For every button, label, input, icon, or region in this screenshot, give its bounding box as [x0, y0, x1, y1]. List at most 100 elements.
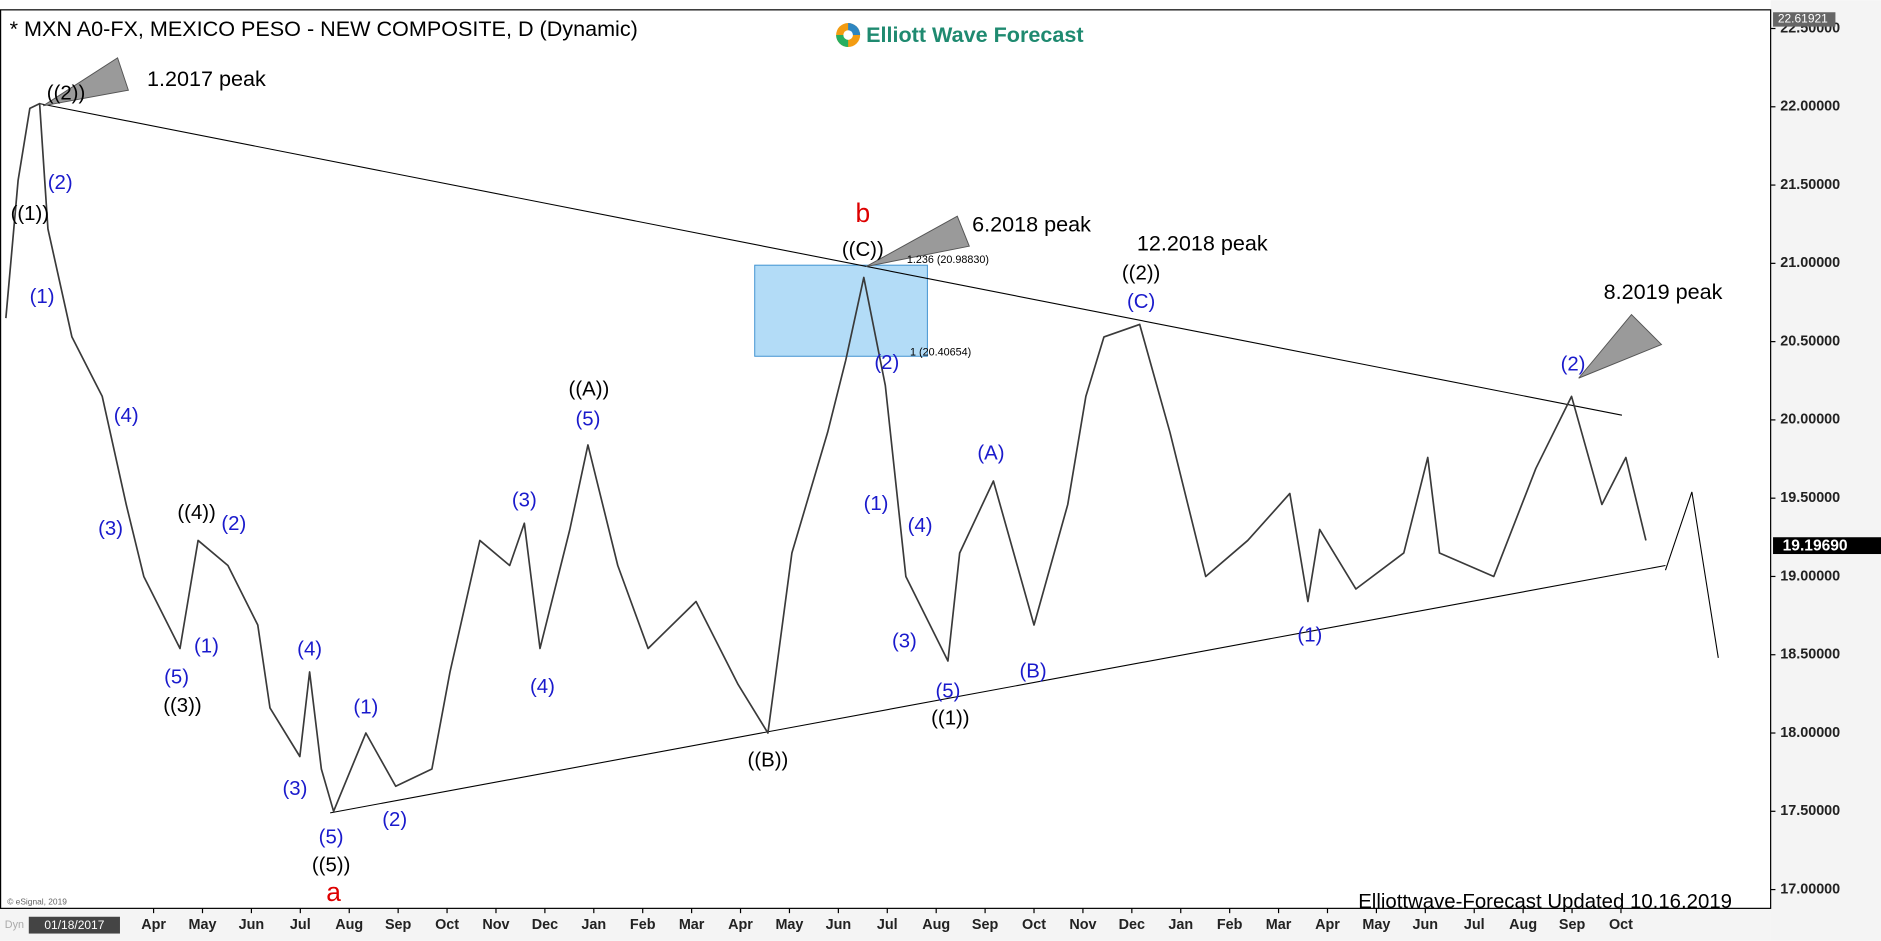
- wave-label: (4): [908, 515, 933, 537]
- wave-label: 12.2018 peak: [1137, 230, 1268, 255]
- y-tick-label: 22.00000: [1780, 99, 1840, 115]
- wave-label: a: [326, 877, 341, 907]
- wave-label: (3): [282, 778, 307, 800]
- wave-label: (2): [48, 172, 73, 194]
- wave-label: (5): [935, 681, 960, 703]
- wave-label: (1): [353, 696, 378, 718]
- x-tick-label: Nov: [482, 917, 509, 933]
- x-tick-label: May: [1362, 917, 1390, 933]
- wave-label: ((2)): [47, 83, 85, 105]
- x-tick-label: Jun: [239, 917, 265, 933]
- wave-label: (1): [864, 493, 889, 515]
- last-price-box: [1773, 537, 1881, 555]
- x-tick-label: Jul: [290, 917, 311, 933]
- x-tick-label: Aug: [922, 917, 950, 933]
- wave-label: 6.2018 peak: [972, 211, 1091, 236]
- wave-label: (2): [221, 513, 246, 535]
- wave-label: ((B)): [748, 750, 789, 772]
- cursor-date-box: [28, 916, 120, 934]
- wave-label: (1): [1297, 624, 1322, 646]
- peak-pointer: [42, 57, 129, 107]
- x-tick-label: Jun: [826, 917, 852, 933]
- wave-label: 1 (20.40654): [910, 346, 971, 358]
- cursor-date: 01/18/2017: [44, 918, 104, 932]
- wave-label: ((1)): [11, 203, 49, 225]
- top-price-box: [1773, 12, 1836, 27]
- last-price-label: 19.19690: [1783, 537, 1848, 554]
- credit: © eSignal, 2019: [7, 897, 67, 907]
- wave-label: ((2)): [1122, 263, 1160, 285]
- time-axis-panel: [0, 908, 1771, 941]
- wave-label: (5): [319, 826, 344, 848]
- x-tick-label: Apr: [141, 917, 166, 933]
- x-tick-label: Dec: [1119, 917, 1145, 933]
- logo: Elliott Wave Forecast: [836, 22, 1084, 48]
- wave-label: ((C)): [842, 239, 884, 261]
- footer: Elliottwave-Forecast Updated 10.16.2019: [1358, 891, 1732, 913]
- logo-icon: [843, 30, 853, 40]
- wave-label: (5): [575, 408, 600, 430]
- x-tick-label: Apr: [728, 917, 753, 933]
- y-tick-label: 18.00000: [1780, 725, 1840, 741]
- wave-label: (2): [382, 809, 407, 831]
- x-tick-label: Aug: [1509, 917, 1537, 933]
- y-tick-label: 17.50000: [1780, 803, 1840, 819]
- x-tick-label: Jul: [1464, 917, 1485, 933]
- trendline: [39, 103, 1623, 416]
- wave-label: (5): [164, 667, 189, 689]
- wave-label: (4): [530, 676, 555, 698]
- wave-label: ((5)): [312, 854, 350, 876]
- x-tick-label: Jan: [1168, 917, 1193, 933]
- x-tick-label: Mar: [679, 917, 705, 933]
- chart-title: * MXN A0-FX, MEXICO PESO - NEW COMPOSITE…: [10, 16, 638, 41]
- price-line: [5, 102, 1647, 813]
- trendline: [330, 564, 1666, 814]
- wave-label: (4): [297, 638, 322, 660]
- y-tick-label: 19.50000: [1780, 490, 1840, 506]
- y-tick-label: 20.00000: [1780, 412, 1840, 428]
- wave-label: 8.2019 peak: [1604, 279, 1723, 304]
- wave-label: ((3)): [163, 695, 201, 717]
- y-tick-label: 20.50000: [1780, 333, 1840, 349]
- peak-pointer: [865, 215, 970, 268]
- x-tick-label: Jan: [581, 917, 606, 933]
- wave-label: (2): [874, 352, 899, 374]
- projection-path: [1664, 491, 1719, 658]
- x-tick-label: Mar: [1266, 917, 1292, 933]
- wave-label: (3): [98, 518, 123, 540]
- x-tick-label: Jul: [877, 917, 898, 933]
- x-tick-label: May: [189, 917, 217, 933]
- plot-area: [5, 102, 1719, 814]
- x-tick-label: Dec: [532, 917, 558, 933]
- x-tick-label: Apr: [1315, 917, 1340, 933]
- wave-label: (A): [977, 443, 1004, 465]
- y-tick-label: 18.50000: [1780, 647, 1840, 663]
- y-tick-label: 21.00000: [1780, 255, 1840, 271]
- top-price-label: 22.61921: [1778, 12, 1828, 26]
- x-tick-label: Feb: [630, 917, 656, 933]
- x-tick-label: Jun: [1413, 917, 1439, 933]
- price-axis-panel: [1770, 0, 1881, 941]
- x-tick-label: Feb: [1217, 917, 1243, 933]
- x-tick-label: Aug: [335, 917, 363, 933]
- wave-label: (1): [30, 286, 55, 308]
- wave-label: ((4)): [177, 502, 215, 524]
- x-tick-label: Oct: [435, 917, 459, 933]
- x-tick-label: Oct: [1022, 917, 1046, 933]
- x-tick-label: Nov: [1069, 917, 1096, 933]
- wave-label: (3): [892, 631, 917, 653]
- wave-label: (B): [1019, 660, 1046, 682]
- plot-frame: [0, 9, 1772, 909]
- wave-label: ((A)): [569, 379, 610, 401]
- wave-label: 1.236 (20.98830): [907, 254, 989, 266]
- wave-label: (3): [512, 490, 537, 512]
- y-tick-label: 19.00000: [1780, 568, 1840, 584]
- wave-label: (2): [1561, 353, 1586, 375]
- logo-text: Elliott Wave Forecast: [866, 22, 1083, 47]
- x-tick-label: Oct: [1609, 917, 1633, 933]
- y-tick-label: 21.50000: [1780, 177, 1840, 193]
- wave-label: (4): [114, 405, 139, 427]
- x-tick-label: Sep: [972, 917, 999, 933]
